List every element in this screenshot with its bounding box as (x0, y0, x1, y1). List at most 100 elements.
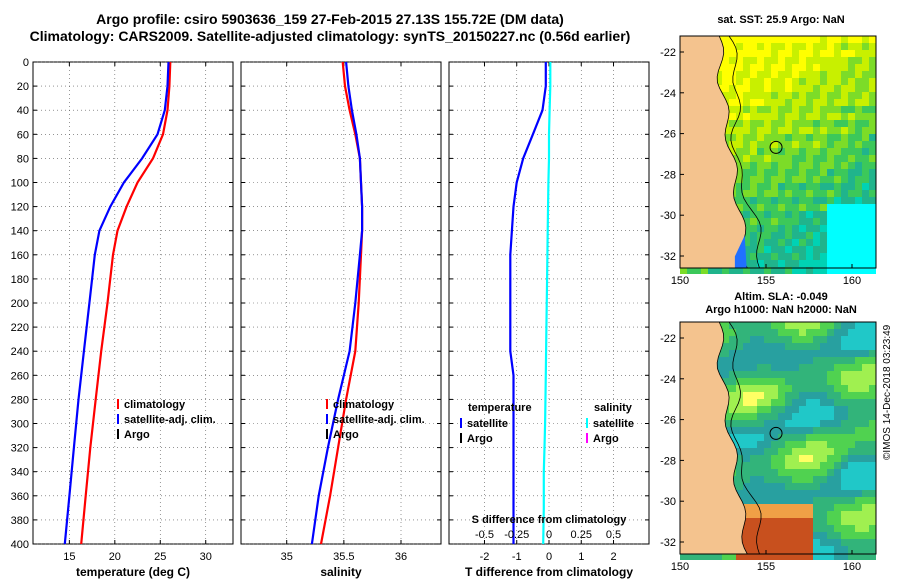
map-cell (736, 455, 743, 462)
map-cell (736, 462, 743, 469)
map-cell (827, 197, 834, 204)
map-cell (820, 106, 827, 113)
map-cell (736, 176, 743, 183)
map-cell (834, 392, 841, 399)
map-cell (764, 218, 771, 225)
map-cell (771, 155, 778, 162)
map-cell (771, 71, 778, 78)
map-cell (834, 399, 841, 406)
map-cell (869, 92, 876, 99)
map-cell (736, 371, 743, 378)
map-cell (869, 127, 876, 134)
map-cell (827, 64, 834, 71)
shelf-contour (728, 321, 762, 555)
map-cell (764, 232, 771, 239)
map-ytick-label: -30 (660, 496, 676, 508)
map-cell (841, 253, 848, 260)
map-cell (827, 162, 834, 169)
map-cell (743, 476, 750, 483)
map-cell (764, 204, 771, 211)
map-cell (729, 371, 736, 378)
map-cell (834, 455, 841, 462)
map-cell (855, 378, 862, 385)
map-cell (743, 225, 750, 232)
map-ytick-label: -24 (660, 88, 676, 100)
map-cell (757, 120, 764, 127)
map-cell (862, 190, 869, 197)
map-cell (813, 455, 820, 462)
map-cell (736, 399, 743, 406)
map-cell (743, 253, 750, 260)
map-cell (764, 267, 771, 274)
map-cell (729, 406, 736, 413)
map-cell (757, 511, 764, 518)
map-cell (806, 36, 813, 43)
map-cell (820, 134, 827, 141)
map-cell (743, 148, 750, 155)
map-cell (869, 455, 876, 462)
map-cell (820, 329, 827, 336)
map-cell (792, 43, 799, 50)
map-ytick-label: -28 (660, 169, 676, 181)
map-cell (792, 518, 799, 525)
map-cell (757, 43, 764, 50)
map-xtick-label: 150 (671, 275, 689, 287)
map-cell (722, 50, 729, 57)
map-cell (764, 148, 771, 155)
map-cell (771, 553, 778, 560)
map-cell (764, 378, 771, 385)
map-cell (736, 427, 743, 434)
ytick-label: 360 (11, 491, 29, 503)
map-cell (743, 183, 750, 190)
map-cell (820, 239, 827, 246)
map-cell (820, 490, 827, 497)
map-cell (848, 357, 855, 364)
map-cell (729, 322, 736, 329)
map-cell (841, 413, 848, 420)
map-cell (827, 120, 834, 127)
map-cell (820, 525, 827, 532)
map-cell (743, 57, 750, 64)
map-cell (841, 350, 848, 357)
map-cell (771, 239, 778, 246)
map-cell (869, 434, 876, 441)
map-cell (757, 99, 764, 106)
map-cell (799, 246, 806, 253)
map-cell (799, 253, 806, 260)
map-cell (771, 57, 778, 64)
map-cell (722, 85, 729, 92)
map-cell (820, 385, 827, 392)
map-cell (813, 322, 820, 329)
map-cell (771, 364, 778, 371)
map-cell (736, 127, 743, 134)
map-cell (827, 399, 834, 406)
map-cell (820, 336, 827, 343)
map-cell (855, 120, 862, 127)
map-cell (778, 546, 785, 553)
map-cell (778, 127, 785, 134)
map-cell (855, 204, 862, 211)
map-cell (855, 371, 862, 378)
map-ytick-label: -28 (660, 455, 676, 467)
map-cell (806, 504, 813, 511)
secondary-xtick-label: 0.5 (606, 529, 621, 541)
map-cell (764, 476, 771, 483)
map-cell (771, 434, 778, 441)
map-cell (757, 378, 764, 385)
map-cell (792, 148, 799, 155)
map-cell (820, 253, 827, 260)
map-cell (827, 504, 834, 511)
map-cell (862, 162, 869, 169)
figure-title-line2: Climatology: CARS2009. Satellite-adjuste… (29, 28, 631, 44)
map-cell (764, 371, 771, 378)
map-cell (792, 546, 799, 553)
map-cell (736, 267, 743, 274)
map-cell (862, 78, 869, 85)
map-cell (813, 525, 820, 532)
map-cell (820, 85, 827, 92)
map-cell (750, 441, 757, 448)
map-cell (813, 469, 820, 476)
map-cell (778, 350, 785, 357)
map-cell (792, 197, 799, 204)
